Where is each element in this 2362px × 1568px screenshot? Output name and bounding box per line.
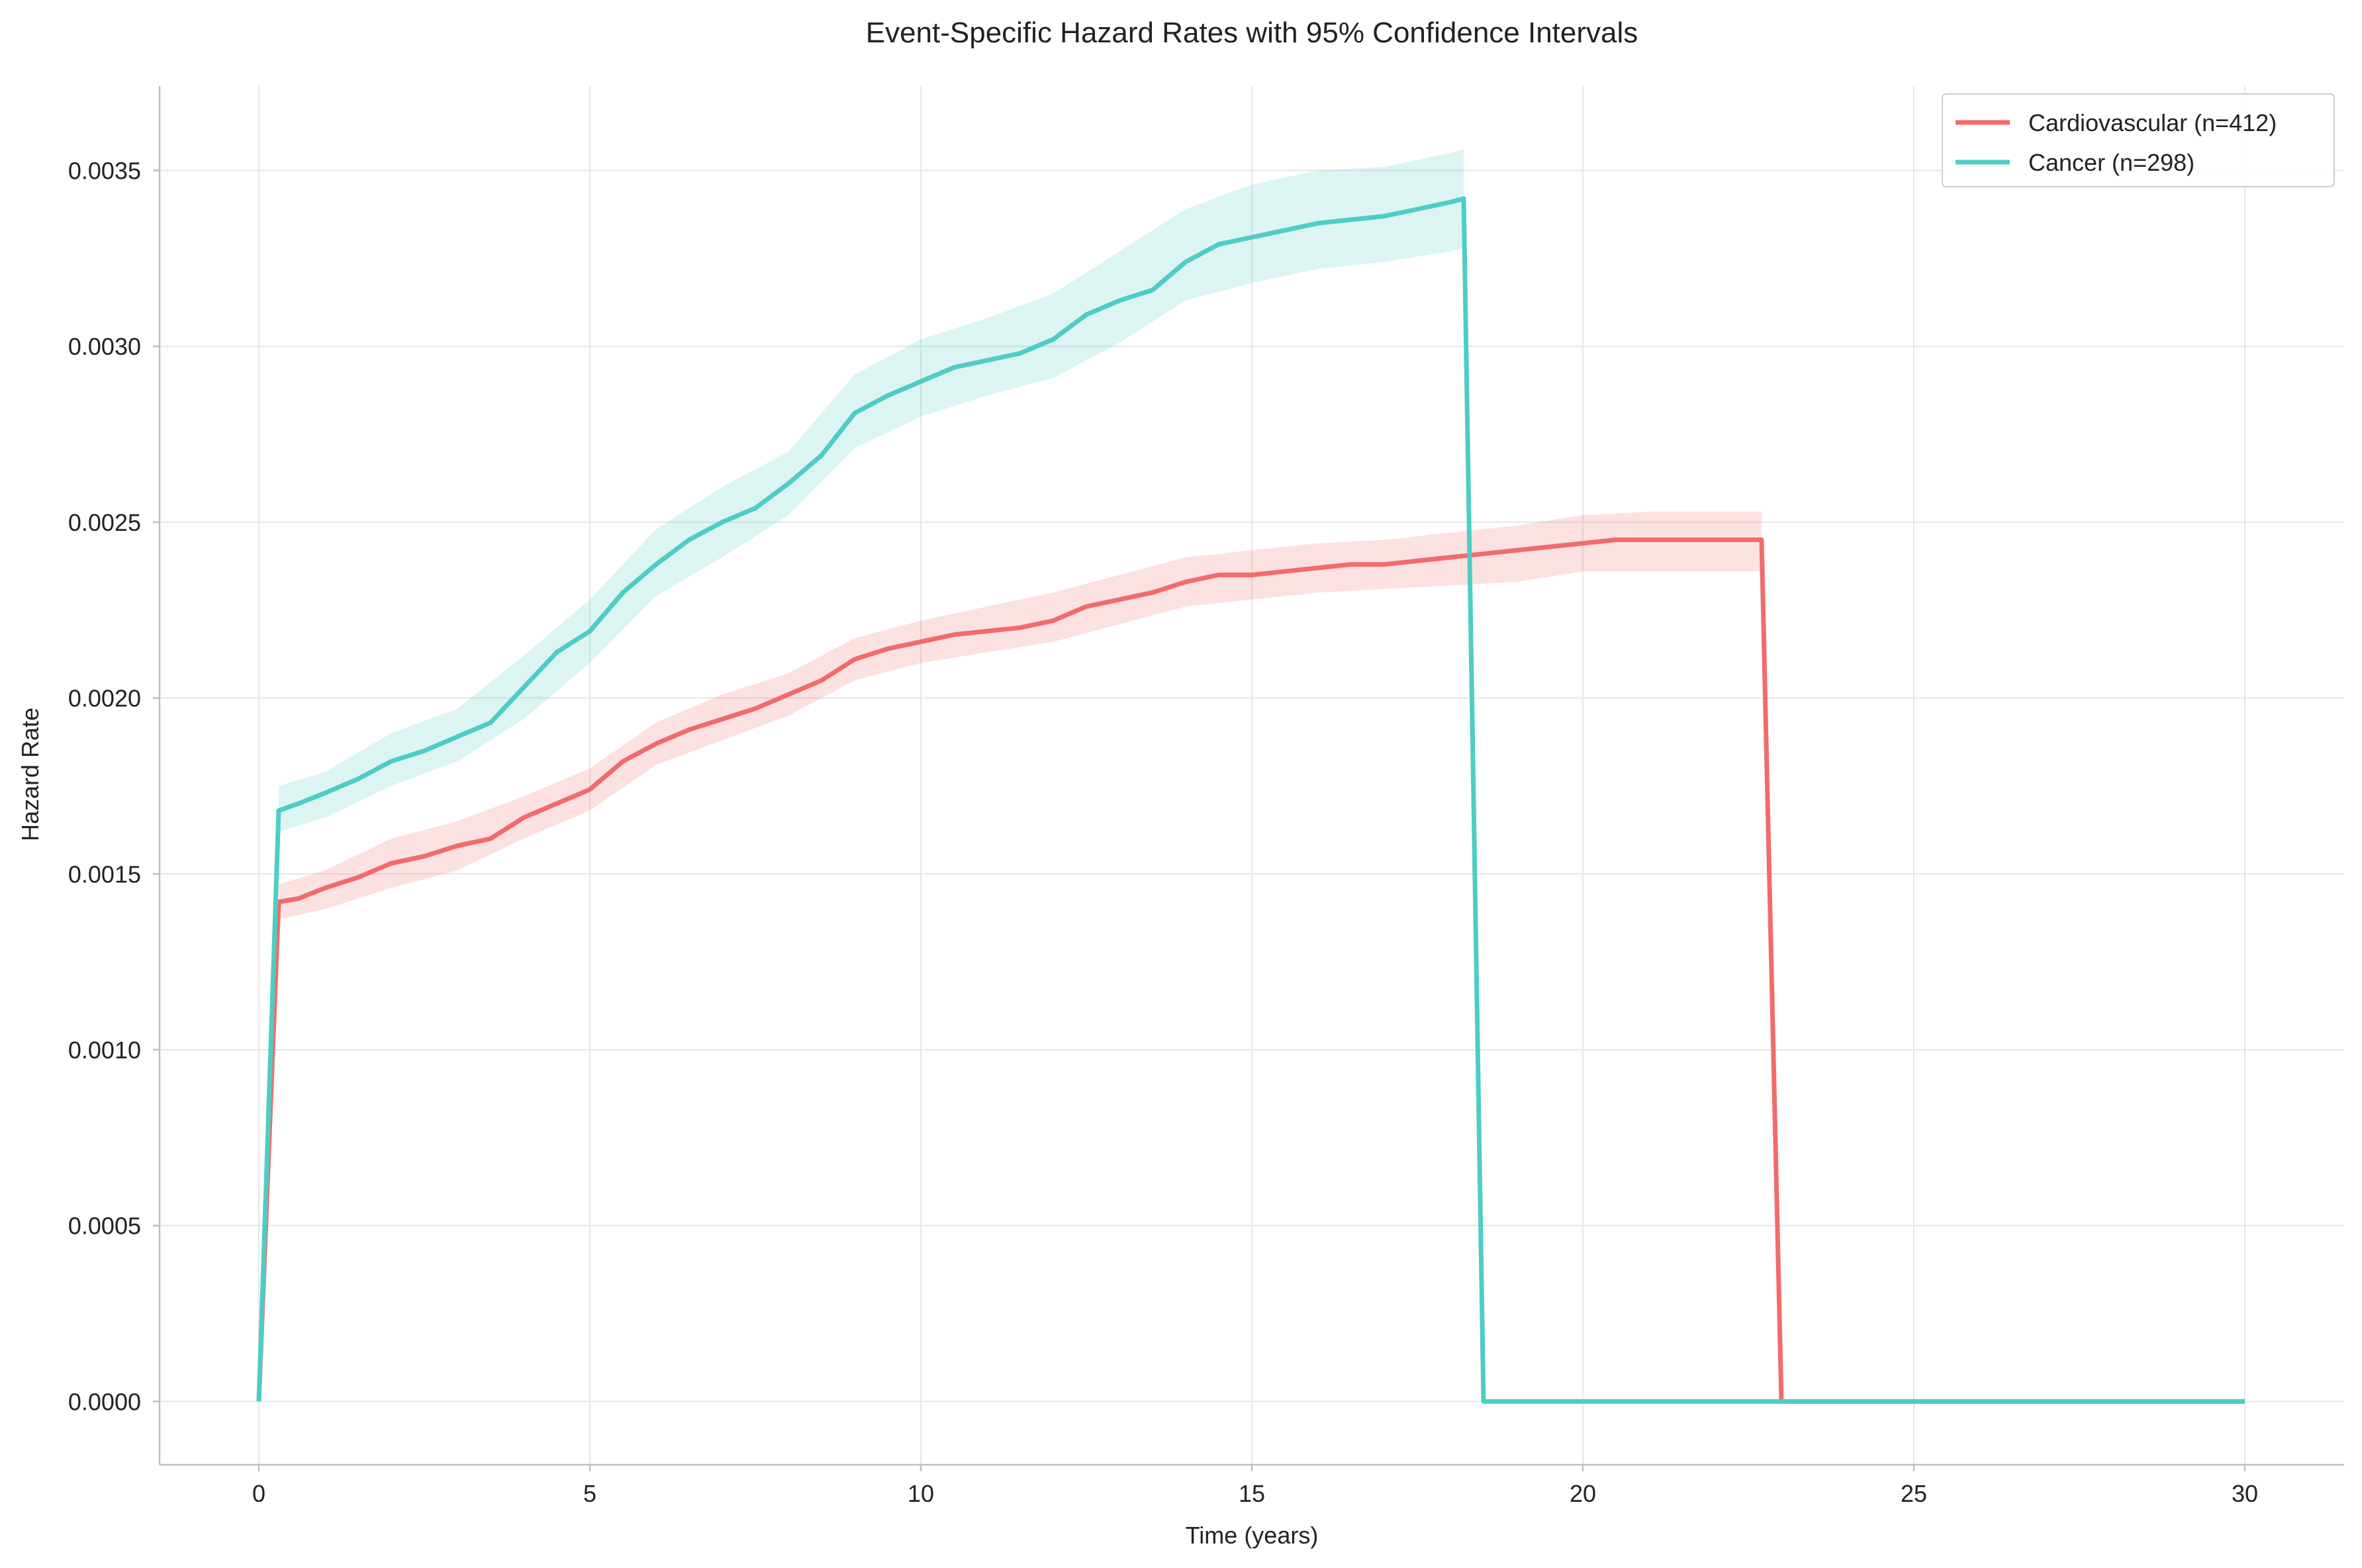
y-tick-label: 0.0035: [68, 158, 141, 185]
legend-label-cancer: Cancer (n=298): [2028, 149, 2195, 176]
y-tick-label: 0.0030: [68, 333, 141, 360]
y-tick-label: 0.0010: [68, 1037, 141, 1064]
chart-title: Event-Specific Hazard Rates with 95% Con…: [866, 17, 1638, 49]
x-axis-label: Time (years): [1186, 1522, 1319, 1549]
x-ticks: 0 5 10 15 20 25 30: [252, 1465, 2258, 1507]
x-tick-label: 0: [252, 1480, 265, 1507]
cancer-confidence-band: [279, 149, 1464, 832]
cardiovascular-hazard-line: [256, 537, 2245, 1404]
x-tick-label: 5: [583, 1480, 596, 1507]
y-tick-label: 0.0015: [68, 860, 141, 888]
cardiovascular-confidence-band: [279, 512, 1762, 920]
grid-lines: [160, 86, 2344, 1465]
x-tick-label: 15: [1239, 1480, 1265, 1507]
x-tick-label: 25: [1901, 1480, 1927, 1507]
y-tick-label: 0.0020: [68, 685, 141, 712]
y-tick-label: 0.0005: [68, 1213, 141, 1240]
series-lines: [256, 196, 2245, 1404]
y-tick-label: 0.0025: [68, 509, 141, 536]
x-tick-label: 10: [908, 1480, 934, 1507]
legend-label-cardiovascular: Cardiovascular (n=412): [2028, 109, 2277, 136]
y-ticks: 0.0000 0.0005 0.0010 0.0015 0.0020 0.0025 0.00…: [68, 158, 160, 1415]
legend: Cardiovascular (n=412) Cancer (n=298): [1942, 93, 2335, 187]
x-tick-label: 30: [2232, 1480, 2258, 1507]
y-tick-label: 0.0000: [68, 1388, 141, 1415]
confidence-bands: [279, 149, 1762, 920]
cancer-hazard-line: [256, 196, 2245, 1404]
legend-box: [1942, 93, 2335, 187]
y-axis-label: Hazard Rate: [17, 708, 44, 841]
x-tick-label: 20: [1570, 1480, 1596, 1507]
